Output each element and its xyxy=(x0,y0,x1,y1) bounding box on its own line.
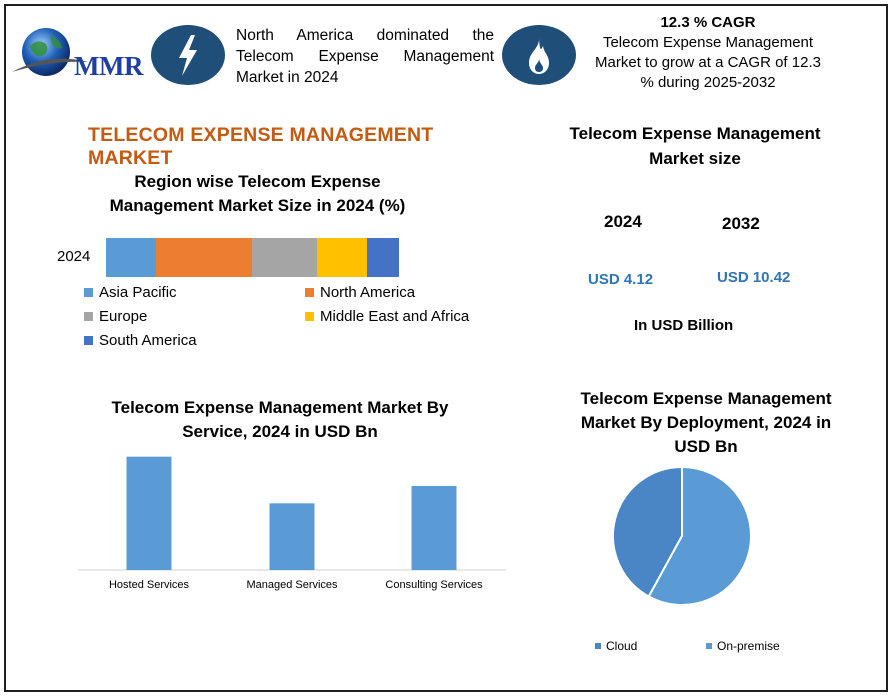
slice-cloud xyxy=(612,465,683,598)
region-chart-title: Region wise Telecom Expense Management M… xyxy=(109,172,406,215)
bar-hosted-services xyxy=(126,456,172,570)
legend-swatch xyxy=(84,288,93,297)
legend-mea: Middle East and Africa xyxy=(305,308,469,325)
tick-label-managed: Managed Services xyxy=(246,579,338,591)
legend-swatch xyxy=(84,336,93,345)
deployment-chart-title: Telecom Expense Management Market By Dep… xyxy=(580,389,832,456)
headline-text: North America dominated the Telecom Expe… xyxy=(236,27,494,86)
lightning-icon xyxy=(151,25,225,85)
legend-cloud: Cloud xyxy=(595,639,637,653)
bar-managed-services xyxy=(269,503,315,570)
legend-label: Middle East and Africa xyxy=(320,308,470,325)
legend-europe: Europe xyxy=(84,308,147,325)
infographic-frame xyxy=(4,4,888,692)
value-2024: USD 4.12 xyxy=(588,271,654,288)
legend-label: Cloud xyxy=(606,639,638,653)
service-chart-title: Telecom Expense Management Market By Ser… xyxy=(111,398,449,441)
legend-swatch xyxy=(305,288,314,297)
region-axis-label: 2024 xyxy=(57,248,91,265)
cagr-text: Telecom Expense Management Market to gro… xyxy=(595,34,821,91)
main-title: TELECOM EXPENSE MANAGEMENT MARKET xyxy=(88,124,434,169)
legend-label: North America xyxy=(320,284,416,301)
year-2024: 2024 xyxy=(604,212,642,231)
legend-asia-pacific: Asia Pacific xyxy=(84,284,177,301)
tick-label-consulting: Consulting Services xyxy=(385,579,483,591)
bar-consulting-services xyxy=(411,486,457,570)
logo-text: MMR xyxy=(74,51,143,81)
value-2032: USD 10.42 xyxy=(717,269,791,286)
unit-label: In USD Billion xyxy=(634,317,734,334)
flame-icon xyxy=(502,25,576,85)
segment-mea xyxy=(316,238,367,277)
segment-north-america xyxy=(155,238,253,277)
year-2032: 2032 xyxy=(722,214,760,233)
region-stacked-bar xyxy=(106,238,399,277)
segment-south-america xyxy=(366,238,399,277)
segment-europe xyxy=(252,238,317,277)
legend-swatch xyxy=(595,643,601,649)
legend-south-america: South America xyxy=(84,332,197,349)
legend-label: Europe xyxy=(99,308,148,325)
legend-label: Asia Pacific xyxy=(99,284,177,301)
deployment-pie-chart xyxy=(612,465,752,606)
legend-swatch xyxy=(305,312,314,321)
cagr-title: 12.3 % CAGR xyxy=(660,14,756,31)
legend-swatch xyxy=(706,643,712,649)
legend-label: On-premise xyxy=(717,639,780,653)
legend-swatch xyxy=(84,312,93,321)
tick-label-hosted: Hosted Services xyxy=(108,579,190,591)
legend-north-america: North America xyxy=(305,284,415,301)
legend-label: South America xyxy=(99,332,197,349)
cagr-block: 12.3 % CAGR Telecom Expense Management M… xyxy=(588,13,828,93)
mmr-logo: MMR xyxy=(10,22,150,84)
slice-on-premise xyxy=(647,465,752,606)
market-size-title: Telecom Expense Management Market size xyxy=(569,124,821,168)
segment-asia-pacific xyxy=(106,238,156,277)
legend-on-premise: On-premise xyxy=(706,639,780,653)
service-bar-chart xyxy=(78,456,506,571)
